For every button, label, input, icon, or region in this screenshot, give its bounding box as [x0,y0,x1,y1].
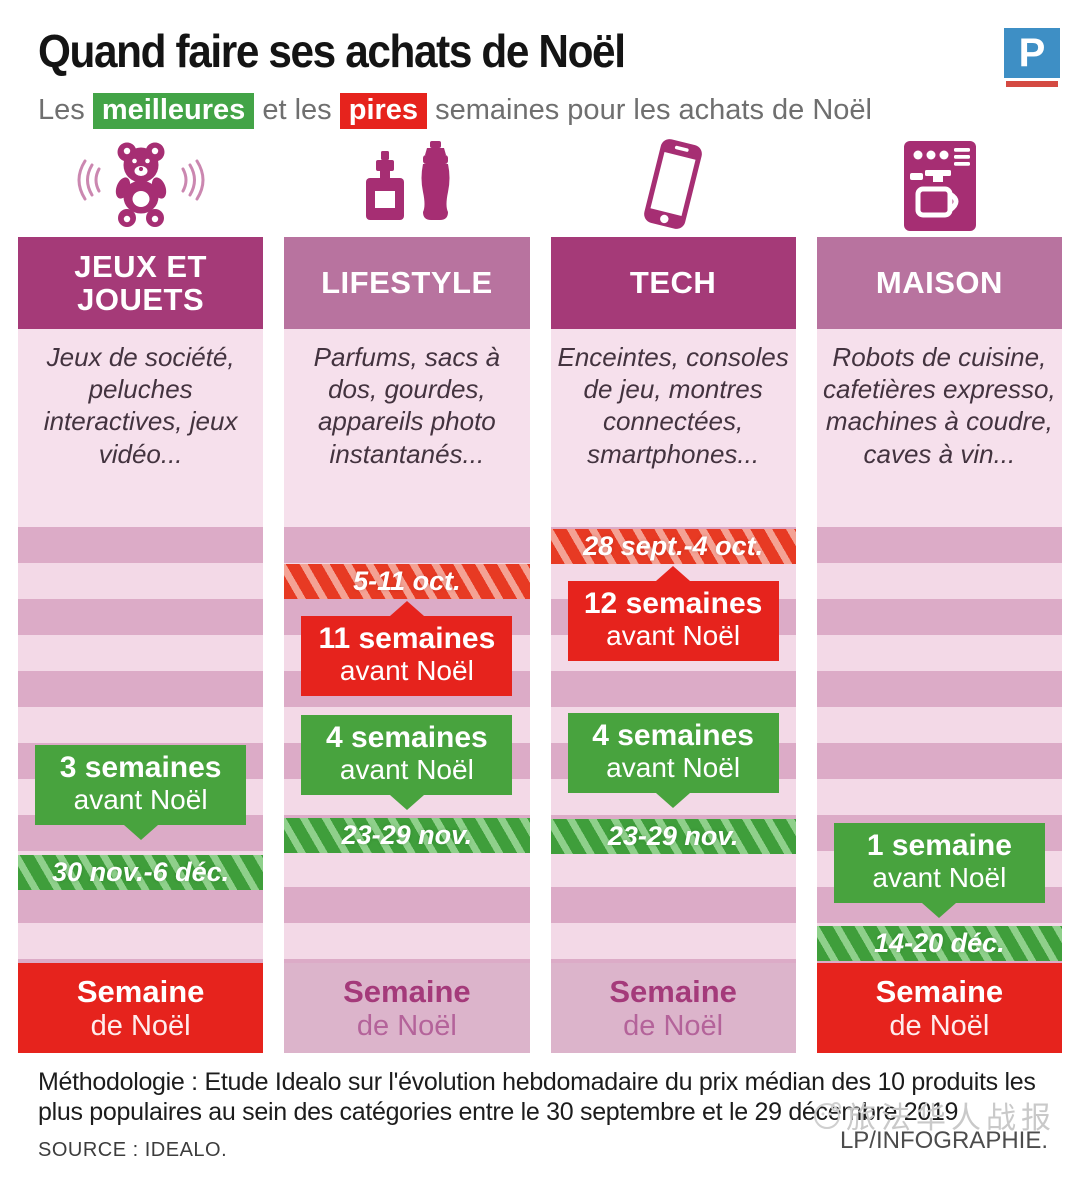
christmas-week-block: Semaine de Noël [18,963,264,1053]
best-week-count: 1 semaine [866,829,1012,862]
christmas-week-line2: de Noël [356,1009,457,1042]
teddy-bear-icon [18,133,263,237]
category-columns: JEUX ET JOUETS Jeux de société, peluches… [0,133,1080,1053]
category-title: LIFESTYLE [284,237,530,329]
christmas-week-block: Semaine de Noël [284,963,530,1053]
le-parisien-logo: P [1004,28,1060,87]
christmas-week-line2: de Noël [623,1009,724,1042]
smartphone-icon [551,133,796,237]
subtitle-middle: et les [254,94,340,126]
worst-week-label: avant Noël [339,655,474,687]
best-week-label: avant Noël [606,752,741,784]
source-text: SOURCE : IDEALO. [38,1139,228,1161]
footer: Méthodologie : Etude Idealo sur l'évolut… [0,1053,1080,1162]
column-tech: TECH Enceintes, consoles de jeu, montres… [550,133,796,1053]
header: Quand faire ses achats de Noël P Les mei… [0,0,1080,129]
category-description: Parfums, sacs à dos, gourdes, appareils … [284,329,530,527]
christmas-week-block: Semaine de Noël [550,963,796,1053]
weeks-timeline: 1 semaine avant Noël 14-20 déc. [816,527,1062,963]
best-week-band: 23-29 nov. [284,818,530,853]
worst-week-band: 5-11 oct. [284,564,530,599]
weeks-timeline: 5-11 oct. 11 semaines avant Noël 4 semai… [284,527,530,963]
best-week-callout: 4 semaines avant Noël [567,713,779,808]
category-title: TECH [550,237,796,329]
column-lifestyle: LIFESTYLE Parfums, sacs à dos, gourdes, … [284,133,530,1053]
watermark-text: 旅法华人战报 [846,1102,1056,1135]
best-week-band: 30 nov.-6 déc. [18,855,264,890]
christmas-week-line1: Semaine [875,973,1004,1009]
subtitle-prefix: Les [38,94,93,126]
logo-letter: P [1004,28,1060,78]
best-week-count: 4 semaines [592,719,754,752]
worst-week-count: 12 semaines [583,587,763,620]
category-title: MAISON [816,237,1062,329]
column-maison: MAISON Robots de cuisine, cafetières exp… [816,133,1062,1053]
category-description: Robots de cuisine, cafetières expresso, … [816,329,1062,527]
watermark-face-icon [814,1102,841,1129]
category-description: Enceintes, consoles de jeu, montres conn… [550,329,796,527]
christmas-week-line1: Semaine [343,973,471,1009]
best-highlight: meilleures [92,93,255,129]
subtitle-suffix: semaines pour les achats de Noël [427,94,872,126]
credit-text: LP/INFOGRAPHIE. [839,1127,1048,1154]
best-week-callout: 4 semaines avant Noël [301,715,513,810]
worst-week-count: 11 semaines [318,622,496,655]
category-title: JEUX ET JOUETS [18,237,264,329]
best-week-band: 23-29 nov. [550,819,796,854]
worst-week-callout: 11 semaines avant Noël [301,601,513,696]
coffee-machine-icon [817,133,1062,237]
worst-week-band: 28 sept.-4 oct. [550,529,796,564]
best-week-label: avant Noël [73,784,208,816]
best-week-callout: 3 semaines avant Noël [35,745,247,840]
best-week-label: avant Noël [872,862,1007,894]
best-week-band: 14-20 déc. [816,926,1062,961]
best-week-count: 3 semaines [59,751,222,784]
logo-underline [1006,81,1058,87]
christmas-week-block: Semaine de Noël [816,963,1062,1053]
worst-week-callout: 12 semaines avant Noël [567,566,779,661]
weeks-timeline: 28 sept.-4 oct. 12 semaines avant Noël 4… [550,527,796,963]
christmas-week-line1: Semaine [76,973,205,1009]
perfume-and-bottle-icon [284,133,529,237]
christmas-week-line2: de Noël [90,1009,191,1042]
subtitle: Les meilleures et les pires semaines pou… [38,93,1042,129]
methodology-text: Méthodologie : Etude Idealo sur l'évolut… [38,1068,1036,1126]
best-week-label: avant Noël [339,754,474,786]
best-week-callout: 1 semaine avant Noël [833,823,1045,918]
christmas-week-line1: Semaine [609,973,737,1009]
best-week-count: 4 semaines [325,721,488,754]
christmas-week-line2: de Noël [889,1009,990,1042]
worst-week-label: avant Noël [606,620,741,652]
category-description: Jeux de société, peluches interactives, … [18,329,264,527]
page-title: Quand faire ses achats de Noël [38,25,626,77]
worst-highlight: pires [339,93,428,129]
watermark: 旅法华人战报 [810,1093,1056,1137]
weeks-timeline: 3 semaines avant Noël 30 nov.-6 déc. [18,527,264,963]
column-jeux-et-jouets: JEUX ET JOUETS Jeux de société, peluches… [18,133,264,1053]
